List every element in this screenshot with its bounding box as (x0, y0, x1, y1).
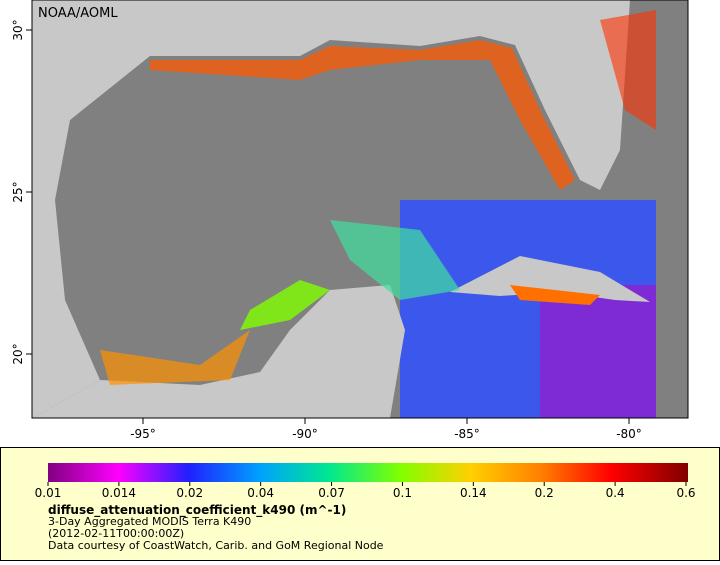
lon-tick-label: -80° (616, 427, 642, 441)
attribution: NOAA/AOML (38, 6, 118, 21)
colorbar-tick-label: 0.6 (676, 486, 695, 500)
lat-tick-label: 20° (11, 343, 25, 364)
land (32, 0, 630, 418)
legend-line: 3-Day Aggregated MODIS Terra K490 (48, 515, 251, 528)
map-frame (31, 0, 689, 419)
colorbar-tick-label: 0.1 (393, 486, 412, 500)
legend-variable: diffuse_attenuation_coefficient_k490 (m^… (48, 503, 346, 518)
colorbar-tick-label: 0.14 (460, 486, 487, 500)
colorbar (48, 463, 688, 482)
colorbar-tick-label: 0.02 (176, 486, 203, 500)
legend-line: Data courtesy of CoastWatch, Carib. and … (48, 539, 384, 552)
lon-tick-label: -85° (454, 427, 480, 441)
legend-line: (2012-02-11T00:00:00Z) (48, 527, 184, 540)
land (32, 285, 405, 418)
land (450, 256, 650, 302)
data-patch (600, 10, 656, 130)
colorbar-tick-label: 0.2 (535, 486, 554, 500)
colorbar-tick-label: 0.04 (247, 486, 274, 500)
colorbar-tick-label: 0.014 (102, 486, 136, 500)
lat-tick-label: 25° (11, 181, 25, 202)
data-patch (240, 280, 330, 330)
data-patch (100, 330, 250, 385)
lon-tick-label: -95° (130, 427, 156, 441)
colorbar-tick-label: 0.07 (318, 486, 345, 500)
colorbar-tick-label: 0.4 (606, 486, 625, 500)
colorbar-tick-label: 0.01 (35, 486, 62, 500)
lat-tick-label: 30° (11, 19, 25, 40)
map (32, 0, 688, 418)
lon-tick-label: -90° (292, 427, 318, 441)
data-patch (540, 285, 656, 418)
data-patch (330, 220, 460, 300)
data-patch (510, 285, 600, 305)
